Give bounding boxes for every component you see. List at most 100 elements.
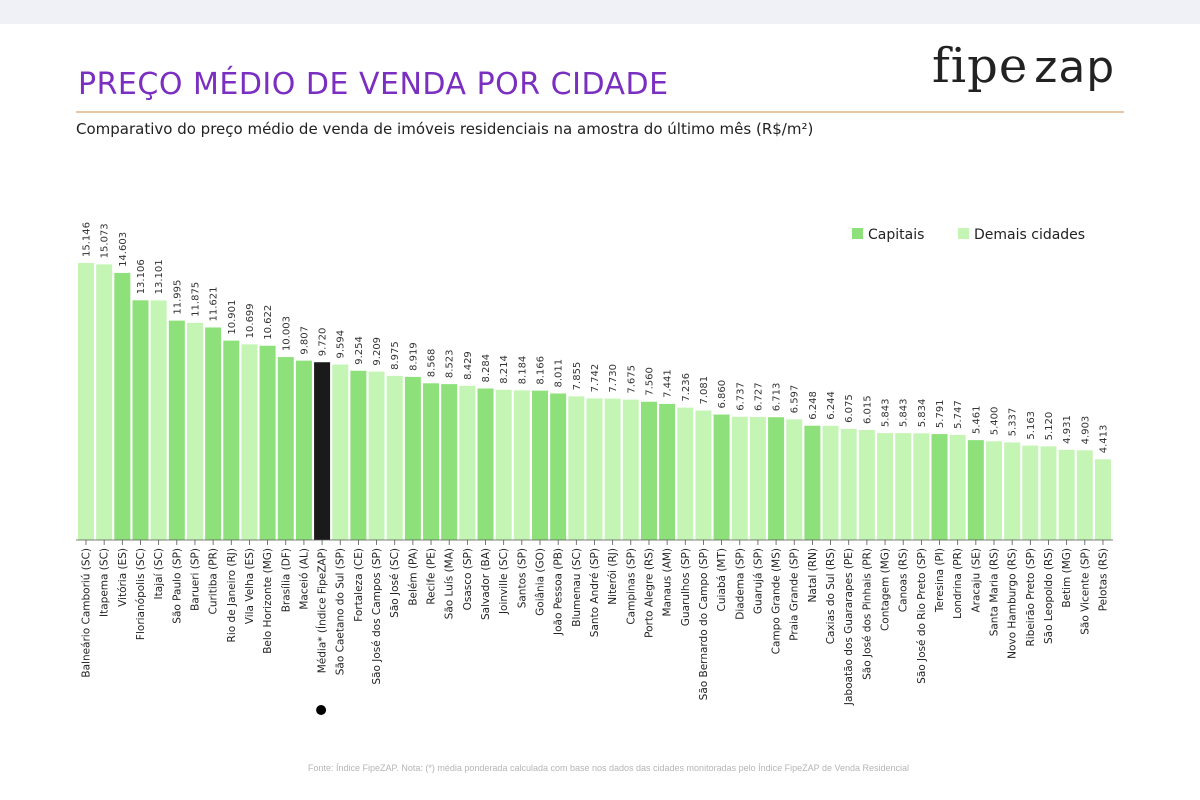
bar-52 — [1022, 445, 1039, 540]
bar-46 — [913, 433, 930, 540]
fipezap-logo: fipe zap — [932, 42, 1115, 90]
value-label-8: 10.901 — [227, 300, 238, 335]
logo-part-zap: zap — [1034, 42, 1116, 93]
bar-6 — [186, 322, 203, 540]
value-label-25: 8.166 — [536, 356, 547, 385]
bar-27 — [568, 396, 585, 540]
value-label-17: 8.975 — [390, 341, 401, 370]
bar-10 — [259, 345, 276, 540]
category-label-50: Santa Maria (RS) — [989, 548, 1001, 636]
category-label-24: Santos (SP) — [516, 548, 528, 608]
bar-19 — [423, 383, 440, 540]
bar-38 — [768, 417, 785, 540]
value-label-18: 8.919 — [408, 342, 419, 371]
value-label-5: 11.995 — [172, 280, 183, 315]
average-marker-dot — [316, 705, 327, 715]
category-label-11: Brasília (DF) — [280, 548, 292, 612]
category-label-51: Novo Hamburgo (RS) — [1007, 548, 1019, 659]
bar-54 — [1058, 449, 1075, 540]
value-label-37: 6.727 — [753, 382, 764, 411]
value-label-24: 8.184 — [517, 356, 528, 385]
bar-31 — [640, 401, 657, 540]
category-label-40: Natal (RN) — [807, 548, 819, 602]
category-label-25: Goiânia (GO) — [535, 548, 547, 616]
bar-14 — [332, 364, 349, 540]
value-label-41: 6.244 — [826, 391, 837, 420]
bar-1 — [96, 264, 113, 540]
bar-17 — [386, 375, 403, 540]
category-label-34: São Bernardo do Campo (SP) — [698, 548, 710, 700]
value-label-29: 7.730 — [608, 364, 619, 393]
bar-53 — [1040, 446, 1057, 540]
bar-43 — [858, 429, 875, 540]
value-label-47: 5.791 — [935, 399, 946, 428]
chart-subtitle: Comparativo do preço médio de venda de i… — [76, 120, 814, 138]
category-label-44: Contagem (MG) — [880, 548, 892, 631]
category-label-30: Campinas (SP) — [625, 548, 637, 625]
category-label-23: Joinville (SC) — [498, 548, 510, 615]
bar-40 — [804, 425, 821, 540]
value-label-2: 14.603 — [118, 232, 129, 267]
category-label-19: Recife (PE) — [426, 548, 438, 605]
value-label-30: 7.675 — [626, 365, 637, 394]
bar-16 — [368, 371, 385, 540]
category-label-37: Guarujá (SP) — [752, 548, 764, 614]
bar-41 — [822, 425, 839, 540]
category-label-1: Itapema (SC) — [99, 548, 111, 617]
value-label-45: 5.843 — [899, 398, 910, 427]
bar-49 — [967, 440, 984, 540]
category-label-6: Barueri (SP) — [189, 548, 201, 611]
value-label-6: 11.875 — [190, 282, 201, 317]
bar-28 — [586, 398, 603, 540]
value-label-55: 4.903 — [1080, 416, 1091, 445]
category-label-13: Média* (Índice FipeZAP) — [316, 548, 329, 673]
value-label-7: 11.621 — [209, 286, 220, 321]
bar-2 — [114, 272, 131, 540]
value-label-53: 5.120 — [1044, 412, 1055, 441]
bar-0 — [78, 263, 94, 540]
bar-35 — [713, 414, 730, 540]
bar-12 — [295, 360, 312, 540]
value-label-28: 7.742 — [590, 364, 601, 393]
legend-swatch-capital — [852, 228, 863, 239]
category-label-21: Osasco (SP) — [462, 548, 474, 610]
bar-22 — [477, 388, 494, 540]
bar-45 — [895, 433, 912, 540]
bar-47 — [931, 434, 948, 540]
category-label-55: São Vicente (SP) — [1079, 548, 1091, 635]
bar-7 — [205, 327, 222, 540]
value-label-15: 9.254 — [354, 336, 365, 365]
bar-29 — [604, 398, 621, 540]
bar-15 — [350, 370, 367, 540]
value-label-34: 7.081 — [699, 376, 710, 405]
category-label-35: Cuiabá (MT) — [716, 548, 728, 611]
category-label-3: Florianópolis (SC) — [135, 548, 147, 640]
category-label-8: Rio de Janeiro (RJ) — [226, 548, 238, 642]
value-label-44: 5.843 — [881, 398, 892, 427]
value-label-12: 9.807 — [299, 326, 310, 355]
value-label-9: 10.699 — [245, 303, 256, 338]
value-label-31: 7.560 — [644, 367, 655, 396]
value-label-56: 4.413 — [1098, 425, 1109, 454]
value-label-32: 7.441 — [663, 369, 674, 398]
bar-55 — [1076, 450, 1093, 540]
bar-39 — [786, 419, 803, 540]
value-label-27: 7.855 — [572, 362, 583, 391]
category-label-0: Balneário Camboriú (SC) — [81, 548, 93, 678]
bar-11 — [277, 357, 294, 540]
value-label-1: 15.073 — [100, 223, 111, 258]
bar-9 — [241, 344, 258, 540]
category-label-32: Manaus (AM) — [662, 548, 674, 616]
value-label-50: 5.400 — [990, 407, 1001, 436]
value-label-22: 8.284 — [481, 354, 492, 383]
bar-3 — [132, 300, 149, 540]
category-label-26: João Pessoa (PB) — [553, 548, 565, 636]
category-label-31: Porto Alegre (RS) — [643, 548, 655, 638]
value-label-38: 6.713 — [772, 383, 783, 412]
legend-label-capital: Capitais — [868, 227, 924, 243]
value-label-4: 13.101 — [154, 259, 165, 294]
bar-42 — [840, 428, 857, 540]
bar-44 — [877, 433, 894, 540]
bar-23 — [495, 389, 512, 540]
